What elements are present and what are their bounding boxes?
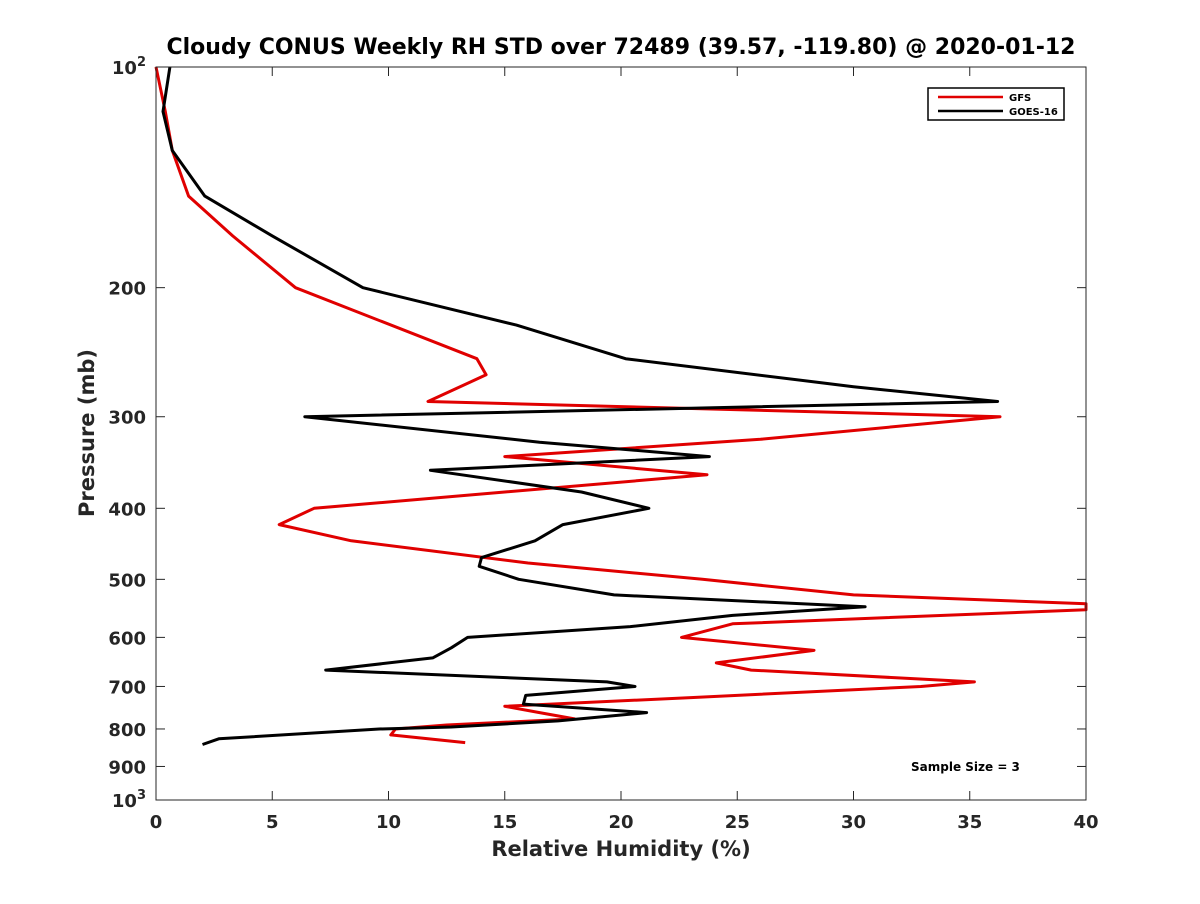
- series-line-goes-16: [161, 66, 1000, 746]
- legend-label-goes-16: GOES-16: [1009, 107, 1058, 118]
- sample-size-annotation: Sample Size = 3: [911, 760, 1020, 774]
- chart-title: Cloudy CONUS Weekly RH STD over 72489 (3…: [167, 35, 1076, 60]
- x-tick-label: 35: [957, 812, 982, 833]
- series-layer: [154, 66, 1088, 746]
- y-axis-label: Pressure (mb): [75, 349, 99, 517]
- y-tick-label: 103: [112, 788, 146, 812]
- y-tick-label: 700: [108, 677, 146, 698]
- y-tick-label: 800: [108, 720, 146, 741]
- x-tick-label: 5: [266, 812, 279, 833]
- y-tick-label: 500: [108, 570, 146, 591]
- y-tick-label: 400: [108, 499, 146, 520]
- y-tick-label: 300: [108, 408, 146, 429]
- y-tick-label: 102: [112, 55, 146, 79]
- legend-label-gfs: GFS: [1009, 93, 1031, 104]
- x-tick-label: 20: [608, 812, 633, 833]
- plot-frame: [155, 66, 1087, 801]
- x-axis-label: Relative Humidity (%): [491, 837, 750, 861]
- legend-box: [927, 87, 1065, 121]
- x-tick-label: 30: [841, 812, 866, 833]
- y-tick-label: 200: [108, 279, 146, 300]
- ticks-layer: 0 5 10 15 20 25 30 35 40 102 200 300 400 500 600 700 800…: [108, 55, 1098, 833]
- y-tick-label: 900: [108, 757, 146, 778]
- series-line-gfs: [154, 66, 1088, 745]
- x-tick-label: 40: [1073, 812, 1098, 833]
- x-tick-label: 0: [150, 812, 163, 833]
- y-tick-label: 600: [108, 628, 146, 649]
- x-tick-label: 10: [376, 812, 401, 833]
- x-tick-label: 25: [725, 812, 750, 833]
- legend: GFS GOES-16: [927, 87, 1065, 121]
- x-tick-label: 15: [492, 812, 517, 833]
